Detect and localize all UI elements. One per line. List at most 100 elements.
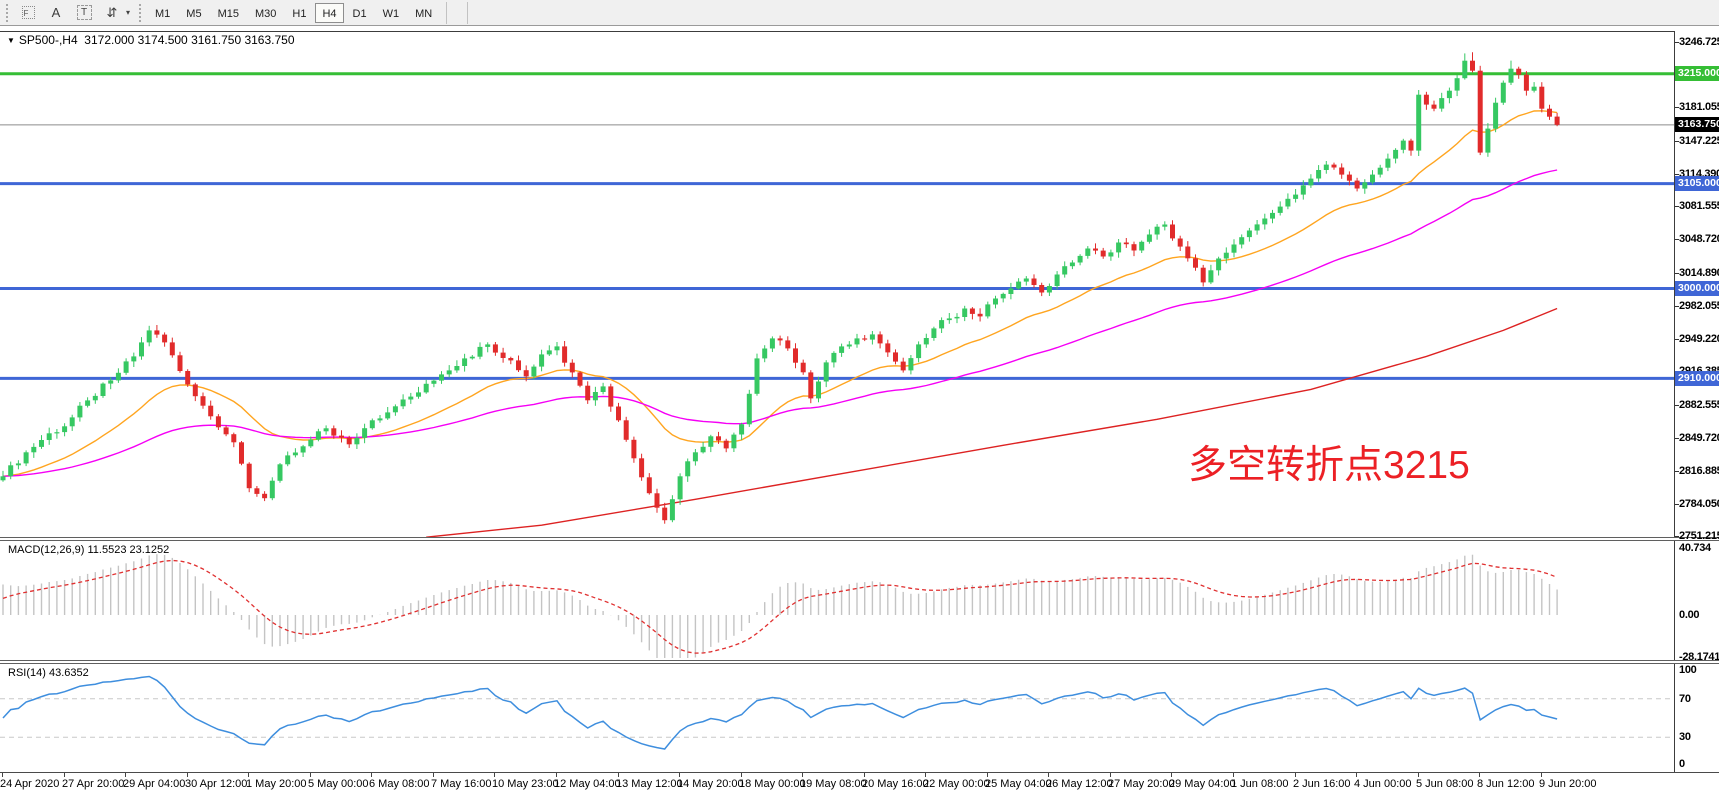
price-axis-tick (1675, 273, 1679, 274)
date-axis-tick (64, 773, 65, 777)
price-axis-tick (1675, 438, 1679, 439)
price-axis-label: 2816.885 (1679, 465, 1719, 477)
date-axis-tick (556, 773, 557, 777)
date-axis-tick (802, 773, 803, 777)
toolbar-separator (467, 1, 469, 24)
date-axis-tick (679, 773, 680, 777)
date-axis-tick (125, 773, 126, 777)
date-axis-tick (2, 773, 3, 777)
timeframe-button-W1[interactable]: W1 (382, 7, 400, 20)
macd-values: 11.5523 23.1252 (87, 544, 170, 556)
date-axis-tick (1233, 773, 1234, 777)
date-axis-tick (864, 773, 865, 777)
timeframe-button-D1[interactable]: D1 (352, 7, 367, 20)
date-axis-label: 29 May 04:00 (1169, 778, 1236, 790)
date-axis-tick (1479, 773, 1480, 777)
symbol-label: SP500-,H4 (18, 33, 78, 47)
price-axis-tick (1675, 306, 1679, 307)
date-axis-tick (1295, 773, 1296, 777)
timeframe-button-H4[interactable]: H4 (315, 2, 344, 23)
date-axis-label: 19 May 08:00 (800, 778, 867, 790)
cursor-arrows-tool[interactable]: ⇵ (106, 4, 118, 20)
date-axis-tick (371, 773, 372, 777)
price-badge-3163.750: 3163.750 (1675, 117, 1719, 132)
rsi-indicator-panel[interactable] (0, 664, 1675, 772)
price-badge-3105.000: 3105.000 (1675, 176, 1719, 191)
macd-axis-label: 40.734 (1679, 542, 1711, 554)
date-axis-label: 18 May 00:00 (739, 778, 806, 790)
rsi-axis-label: 0 (1679, 758, 1685, 770)
timeframe-button-H1[interactable]: H1 (292, 7, 307, 20)
timeframe-button-MN[interactable]: MN (415, 7, 433, 20)
date-axis-tick (925, 773, 926, 777)
price-axis-label: 3246.725 (1679, 36, 1719, 48)
text-box-tool[interactable]: T (72, 3, 96, 23)
panel-separator[interactable] (0, 537, 1719, 541)
date-axis-label: 22 May 00:00 (923, 778, 990, 790)
date-axis-tick (310, 773, 311, 777)
date-axis-tick (1171, 773, 1172, 777)
macd-indicator-panel[interactable] (0, 541, 1675, 660)
price-axis-label: 3014.890 (1679, 267, 1719, 279)
date-axis-label: 29 Apr 04:00 (123, 778, 186, 790)
date-axis-label: 27 May 20:00 (1108, 778, 1175, 790)
date-axis-label: 27 Apr 20:00 (62, 778, 125, 790)
date-axis-label: 7 May 16:00 (431, 778, 492, 790)
date-axis-label: 20 May 16:00 (862, 778, 929, 790)
toolbar-grip[interactable] (6, 3, 8, 22)
price-axis-label: 3181.055 (1679, 101, 1719, 113)
price-axis-label: 2751.215 (1679, 530, 1719, 542)
price-axis-tick (1675, 107, 1679, 108)
timeframe-button-M1[interactable]: M1 (155, 7, 171, 20)
price-axis-tick (1675, 141, 1679, 142)
chart-annotation-text[interactable]: 多空转折点3215 (1188, 444, 1470, 487)
date-axis-tick (618, 773, 619, 777)
date-axis-tick (248, 773, 249, 777)
symbol-marker-icon: ▼ (7, 36, 15, 45)
rsi-label: RSI(14) 43.6352 (8, 667, 89, 679)
toolbar: F A T ⇵ ▾ M1 M5 M15 M30 H1 H4 D1 W1 MN (0, 0, 1719, 26)
date-axis-tick (187, 773, 188, 777)
price-chart-panel[interactable] (0, 31, 1675, 537)
panel-separator[interactable] (0, 660, 1719, 664)
price-badge-3000.000: 3000.000 (1675, 281, 1719, 296)
price-axis-label: 2982.055 (1679, 300, 1719, 312)
date-axis-tick (987, 773, 988, 777)
date-axis-label: 4 Jun 00:00 (1354, 778, 1412, 790)
rsi-axis-label: 100 (1679, 664, 1697, 676)
date-axis-tick (1418, 773, 1419, 777)
price-axis-tick (1675, 239, 1679, 240)
date-axis-label: 6 May 08:00 (369, 778, 430, 790)
date-axis-tick (1541, 773, 1542, 777)
date-axis-label: 14 May 20:00 (677, 778, 744, 790)
toolbar-grip[interactable] (139, 3, 142, 22)
price-axis-label: 3048.720 (1679, 233, 1719, 245)
date-axis-label: 24 Apr 2020 (0, 778, 60, 790)
timeframe-button-M30[interactable]: M30 (254, 7, 277, 20)
date-axis-tick (1048, 773, 1049, 777)
timeframe-button-M5[interactable]: M5 (186, 7, 202, 20)
date-axis-tick (741, 773, 742, 777)
toolbar-separator (446, 1, 448, 24)
date-axis-label: 5 May 00:00 (308, 778, 369, 790)
date-axis-label: 26 May 12:00 (1046, 778, 1113, 790)
date-axis-label: 1 May 20:00 (246, 778, 307, 790)
date-axis-tick (1110, 773, 1111, 777)
rsi-value: 43.6352 (48, 667, 89, 679)
price-axis-label: 3081.555 (1679, 200, 1719, 212)
chevron-down-icon[interactable]: ▾ (126, 8, 131, 17)
price-badge-3215.000: 3215.000 (1675, 66, 1719, 81)
date-axis-label: 13 May 12:00 (616, 778, 683, 790)
ohlc-values: 3172.000 3174.500 3161.750 3163.750 (84, 33, 295, 47)
timeframe-button-M15[interactable]: M15 (217, 7, 239, 20)
rsi-axis-label: 30 (1679, 731, 1691, 743)
price-axis-border (1674, 31, 1675, 773)
price-axis-tick (1675, 174, 1679, 175)
text-label-tool[interactable]: A (51, 5, 61, 20)
date-axis-label: 25 May 04:00 (985, 778, 1052, 790)
date-axis-label: 2 Jun 16:00 (1293, 778, 1351, 790)
price-badge-2910.000: 2910.000 (1675, 371, 1719, 386)
macd-label: MACD(12,26,9) 11.5523 23.1252 (8, 544, 170, 556)
date-axis-label: 12 May 04:00 (554, 778, 621, 790)
fibo-grid-tool[interactable]: F (16, 3, 40, 23)
